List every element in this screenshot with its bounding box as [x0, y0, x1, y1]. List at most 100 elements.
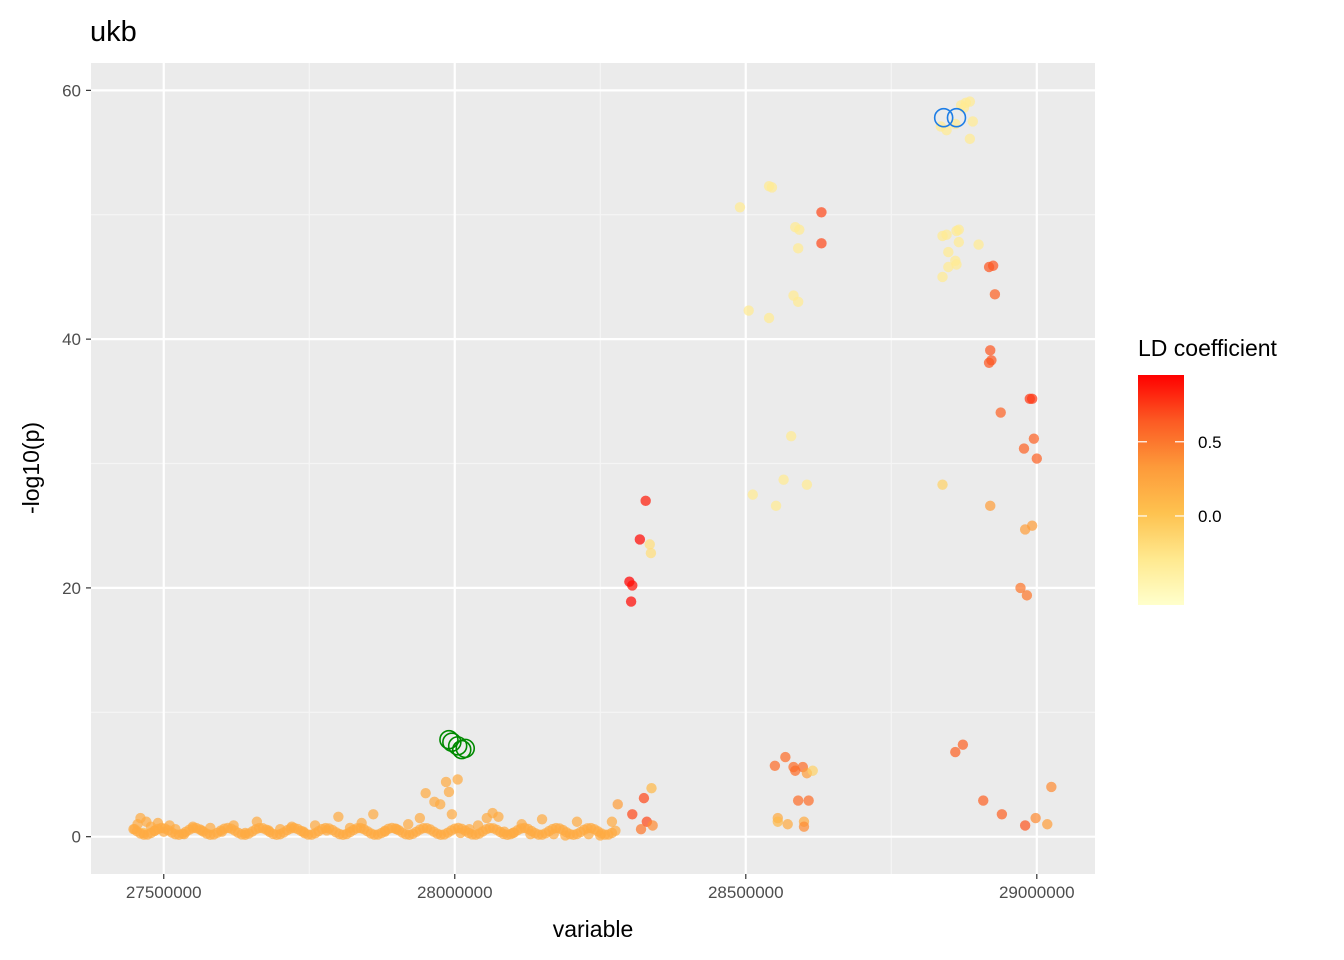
snp-point — [801, 479, 813, 490]
y-tick-label: 20 — [62, 579, 81, 598]
x-tick-label: 27500000 — [126, 883, 202, 902]
snp-point — [747, 489, 758, 500]
legend-ticks: 0.5 0.0 — [1138, 433, 1222, 526]
snp-point — [792, 296, 804, 308]
snp-point — [734, 202, 746, 213]
snp-point — [612, 799, 623, 810]
x-tick-label: 29000000 — [999, 883, 1075, 902]
x-tick-label: 28000000 — [417, 883, 493, 902]
snp-point — [763, 312, 775, 324]
snp-point — [782, 819, 793, 830]
snp-point — [536, 814, 548, 825]
lead-snp-highlights-blue — [933, 107, 967, 128]
snp-point — [627, 580, 638, 591]
snp-point — [985, 345, 996, 356]
snp-point — [803, 795, 814, 806]
snp-point — [778, 474, 789, 485]
snp-point — [807, 765, 818, 776]
legend-tick-label: 0.5 — [1198, 433, 1222, 452]
lead-snp-highlights-green — [439, 729, 476, 760]
snp-point — [941, 229, 952, 240]
snp-point — [414, 812, 426, 824]
snp-point — [983, 357, 995, 368]
snp-point — [937, 479, 948, 490]
snp-point — [958, 102, 970, 113]
snp-point — [943, 261, 954, 273]
snp-point — [950, 746, 961, 758]
snp-point — [941, 124, 952, 136]
lead-snp-circle-green — [455, 738, 476, 759]
snp-point — [443, 786, 455, 798]
x-tick-label: 28500000 — [708, 883, 784, 902]
snp-point — [996, 809, 1008, 820]
snp-point — [816, 238, 827, 249]
major-gridlines — [91, 63, 1095, 874]
snp-point — [644, 539, 655, 550]
snp-point — [1046, 781, 1057, 793]
snp-point — [816, 207, 827, 218]
snp-point — [627, 809, 638, 820]
snp-point — [953, 236, 965, 248]
lead-snp-circle-blue — [946, 107, 967, 128]
y-axis: 0 20 40 60 — [62, 81, 91, 847]
snp-point — [1018, 443, 1030, 454]
snp-point — [792, 243, 804, 254]
snp-point — [769, 760, 781, 771]
snp-point — [446, 809, 458, 820]
snp-point — [957, 739, 969, 750]
snp-point — [1030, 812, 1041, 824]
snp-point — [794, 224, 805, 235]
snp-point — [403, 819, 414, 830]
snp-point — [995, 407, 1006, 418]
snp-point — [798, 821, 810, 832]
snp-point — [571, 816, 583, 827]
plot-panel — [91, 63, 1095, 874]
snp-point — [937, 271, 948, 283]
snp-point — [967, 116, 978, 127]
lead-snp-circle-green — [442, 732, 462, 752]
snp-point — [440, 776, 452, 788]
snp-point — [780, 751, 791, 763]
snp-point — [792, 795, 804, 806]
snp-point — [610, 825, 621, 836]
snp-point — [1019, 820, 1031, 831]
snp-point — [1031, 453, 1042, 464]
snp-point — [985, 500, 996, 512]
snp-point — [645, 547, 657, 559]
snp-point — [987, 260, 999, 271]
snp-point — [772, 816, 783, 827]
chart-title: ukb — [90, 16, 137, 48]
snp-point — [1042, 819, 1053, 830]
snp-point — [989, 289, 1001, 300]
snp-point — [493, 811, 504, 822]
x-axis: 27500000 28000000 28500000 29000000 — [126, 874, 1075, 902]
snp-point — [978, 795, 989, 806]
snp-point — [420, 787, 431, 799]
snp-point — [646, 782, 657, 794]
snp-point — [1026, 393, 1038, 405]
snp-point — [635, 824, 647, 835]
snp-point — [634, 534, 646, 545]
snp-point — [333, 811, 344, 822]
snp-point — [640, 495, 651, 507]
legend-tick-label: 0.0 — [1198, 507, 1222, 526]
snp-point — [638, 792, 650, 804]
y-axis-title: -log10(p) — [18, 422, 44, 514]
snp-point — [1026, 520, 1038, 531]
x-axis-title: variable — [553, 916, 634, 942]
snp-point — [743, 305, 754, 316]
snp-point — [452, 774, 463, 785]
snp-point — [785, 430, 797, 442]
y-tick-label: 40 — [62, 330, 81, 349]
legend-colorbar — [1138, 375, 1184, 605]
snp-point — [647, 820, 658, 831]
snp-point — [973, 239, 984, 250]
snp-point — [943, 246, 954, 258]
snp-point — [1015, 582, 1026, 594]
snp-point — [1021, 590, 1033, 601]
legend-title: LD coefficient — [1138, 335, 1278, 361]
snp-point — [964, 133, 976, 145]
snp-point — [606, 816, 618, 827]
legend: LD coefficient 0.5 0.0 — [1138, 335, 1278, 605]
